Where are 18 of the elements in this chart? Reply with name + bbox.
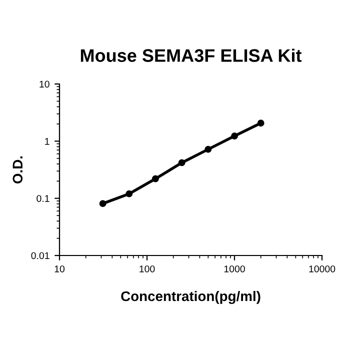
- point: [99, 200, 106, 208]
- point: [126, 190, 133, 198]
- y-axis-title: O.D.: [12, 156, 23, 184]
- chart-title: Mouse SEMA3F ELISA Kit: [80, 48, 302, 62]
- point: [178, 159, 186, 166]
- point: [204, 146, 212, 153]
- y-tick-label: 0.01: [31, 252, 50, 260]
- x-axis-title: Concentration(pg/ml): [121, 290, 260, 304]
- point: [152, 175, 159, 182]
- x-tick-label: 100: [140, 265, 155, 272]
- point: [231, 132, 238, 140]
- point: [257, 120, 264, 127]
- y-tick-label: 10: [40, 80, 50, 88]
- x-tick-label: 1000: [224, 265, 245, 272]
- x-tick-label: 10000: [309, 265, 336, 272]
- x-tick-label: 10: [54, 265, 65, 272]
- y-tick-label: 0.1: [36, 195, 50, 202]
- y-tick-label: 1: [45, 138, 50, 145]
